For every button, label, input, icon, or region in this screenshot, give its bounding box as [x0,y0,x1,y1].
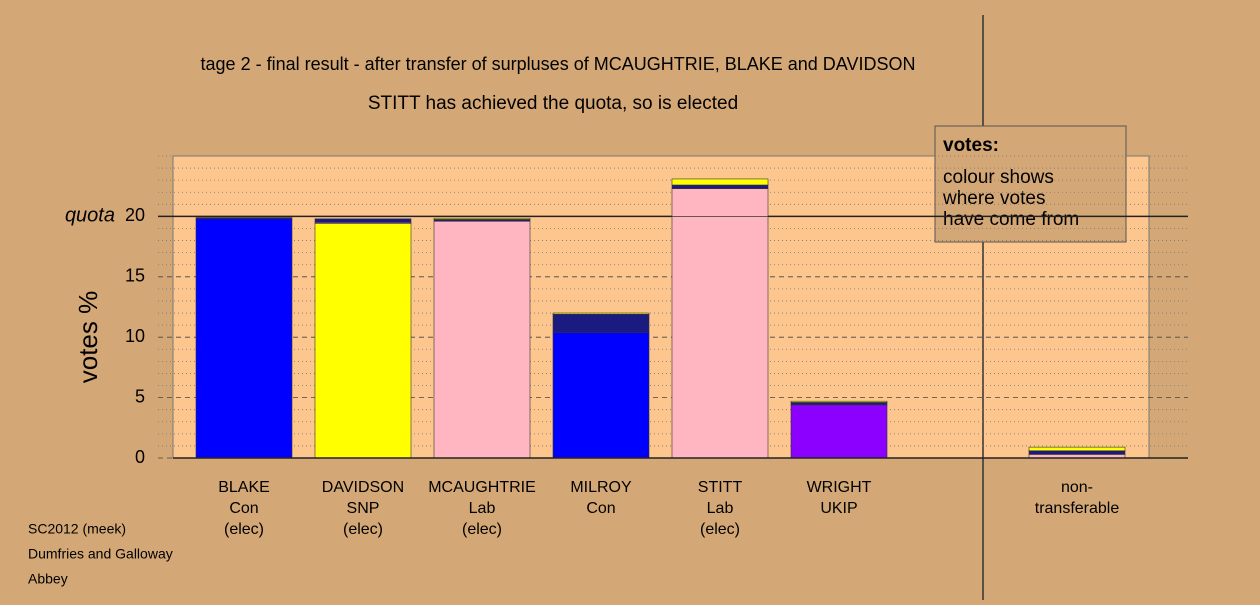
bar-segment [1028,446,1126,452]
y-tick-label: 0 [135,447,145,467]
x-tick-label: SNP [347,500,380,517]
bar-segment [433,217,531,220]
x-tick-label: BLAKE [218,479,270,496]
x-tick-label: DAVIDSON [322,479,404,496]
chart-subtitle: STITT has achieved the quota, so is elec… [368,93,738,114]
legend-text: have come from [943,209,1079,230]
bar-segment [671,178,769,186]
x-tick-label: (elec) [462,521,502,538]
x-tick-label: (elec) [700,521,740,538]
bar-segment [671,216,769,459]
chart-title: tage 2 - final result - after transfer o… [201,54,916,74]
x-tick-label: Con [229,500,258,517]
y-tick-label: 10 [125,326,145,346]
y-tick-label: 20 [125,205,145,225]
bar-segment [790,402,888,406]
x-tick-label: Lab [469,500,496,517]
x-tick-label: (elec) [224,521,264,538]
legend-text: where votes [942,188,1045,209]
bar-segment [314,223,412,459]
bar-segment [195,217,293,220]
x-tick-label: (elec) [343,521,383,538]
x-tick-label: non- [1061,479,1093,496]
footer: SC2012 (meek) [28,521,126,537]
legend-text: colour shows [943,167,1054,188]
y-tick-label: 15 [125,266,145,286]
bar-segment [552,332,650,459]
bar-segment [790,404,888,459]
bar-segment [433,220,531,459]
x-tick-label: STITT [698,479,743,496]
x-tick-label: MILROY [570,479,632,496]
x-tick-label: UKIP [820,500,857,517]
y-axis-label: votes % [73,291,103,384]
bar-segment [790,400,888,403]
y-tick-label: 5 [135,386,145,406]
legend-title: votes: [943,135,999,156]
bar-segment [671,184,769,189]
x-tick-label: Con [586,500,615,517]
bar-segment [1028,450,1126,455]
x-tick-label: transferable [1035,500,1120,517]
legend-box [934,125,1127,243]
footer: Dumfries and Galloway [28,546,173,562]
x-tick-label: MCAUGHTRIE [428,479,536,496]
bar-segment [552,312,650,315]
x-tick-label: WRIGHT [807,479,872,496]
x-tick-label: Lab [707,500,734,517]
quota-label: quota [65,205,115,227]
bar-segment [195,218,293,459]
bar-segment [314,218,412,223]
bar-segment [671,188,769,217]
bar-segment [552,313,650,333]
footer: Abbey [28,571,68,587]
